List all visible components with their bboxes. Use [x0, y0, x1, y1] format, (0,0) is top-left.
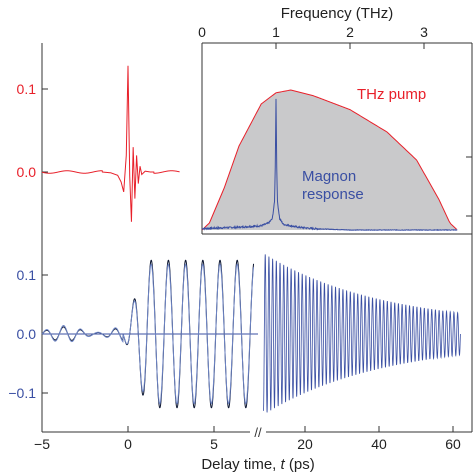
bottom-tick-label-20: 20 — [297, 436, 313, 452]
x-axis-label-prefix: Delay time, — [201, 456, 280, 473]
thz-pump-spectrum-line — [201, 89, 457, 231]
bottom-tick-label-40: 40 — [371, 436, 387, 452]
top-tick-label-0: 0 — [198, 24, 206, 40]
upper-y-tick-label-01: 0.1 — [17, 81, 37, 97]
lower-y-tick-label-m01: −0.1 — [8, 385, 36, 401]
bottom-tick-marks — [41, 426, 454, 432]
magnon-waveform-long — [263, 254, 461, 413]
top-tick-label-3: 3 — [420, 24, 428, 40]
x-axis-label-variable: t — [281, 456, 286, 473]
axis-break-mark: // — [254, 425, 262, 440]
top-tick-marks — [201, 43, 425, 49]
axis-break-gap — [250, 428, 266, 436]
top-axis-title: Frequency (THz) — [281, 5, 394, 22]
upper-y-tick-label-00: 0.0 — [17, 164, 37, 180]
bottom-tick-label-60: 60 — [445, 436, 461, 452]
upper-y-ticks — [42, 88, 48, 173]
thz-pump-waveform — [41, 65, 180, 222]
x-axis-label: Delay time, t (ps) — [201, 456, 314, 473]
lower-y-tick-label-00: 0.0 — [17, 326, 37, 342]
thz-pump-label: THz pump — [357, 86, 426, 103]
magnon-response-spectrum-line — [201, 98, 458, 232]
thz-pump-spectrum-area — [202, 90, 458, 230]
bottom-tick-label-5: 5 — [210, 436, 218, 452]
magnon-response-label-line2: response — [302, 186, 364, 203]
top-tick-label-2: 2 — [346, 24, 354, 40]
x-axis-label-suffix: (ps) — [285, 456, 315, 473]
bottom-tick-label-0: 0 — [124, 436, 132, 452]
magnon-waveform-light — [41, 263, 255, 405]
bottom-tick-label-m5: −5 — [34, 436, 50, 452]
lower-y-tick-label-01: 0.1 — [17, 267, 37, 283]
magnon-response-label-line1: Magnon — [302, 168, 356, 185]
top-tick-label-1: 1 — [272, 24, 280, 40]
